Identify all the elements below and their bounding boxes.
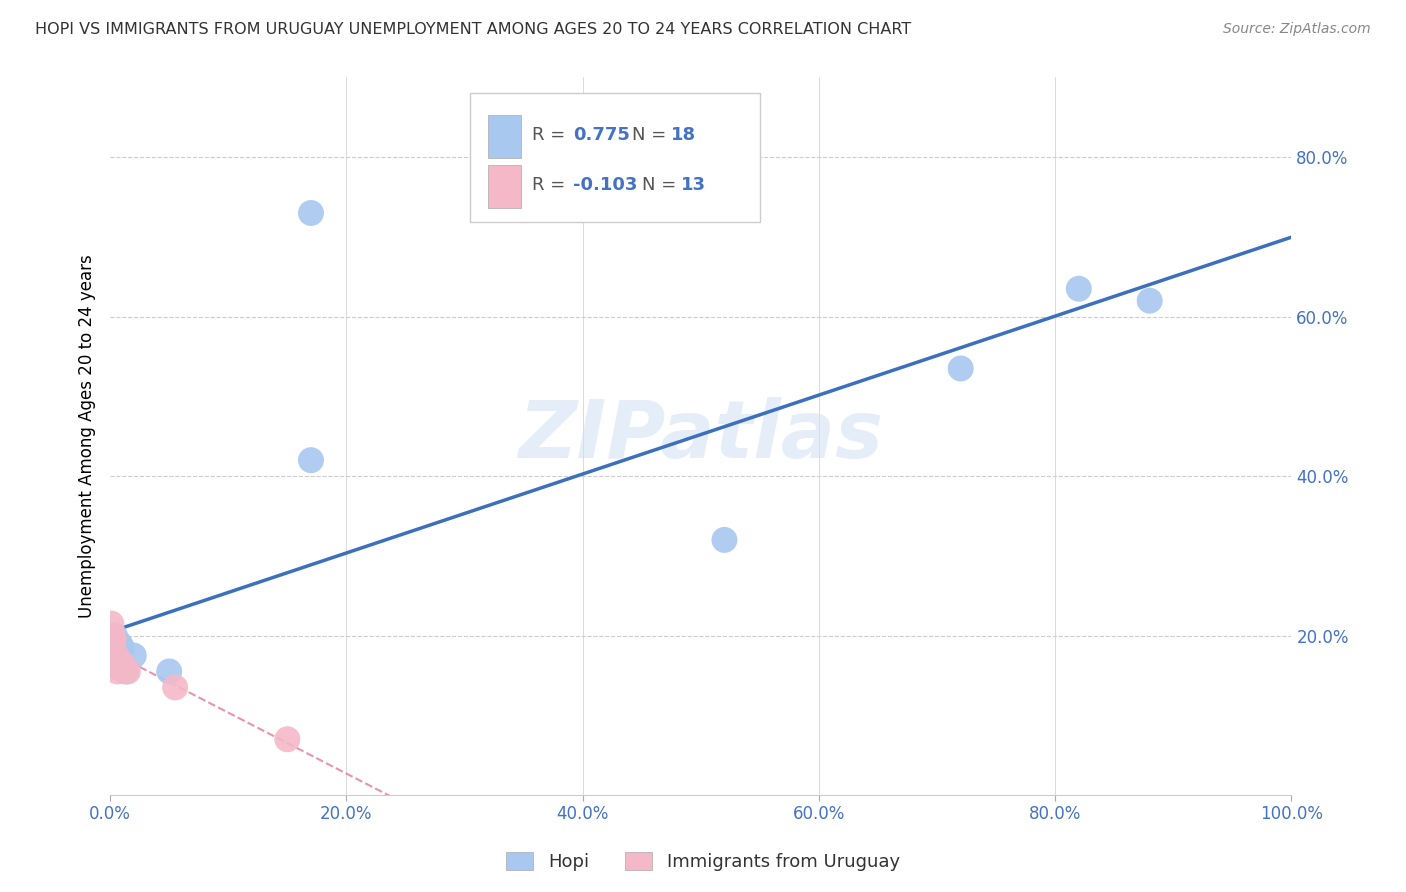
Point bbox=[101, 640, 124, 655]
Point bbox=[104, 648, 127, 663]
Text: 13: 13 bbox=[681, 176, 706, 194]
Point bbox=[111, 660, 134, 674]
Text: N =: N = bbox=[633, 126, 672, 144]
Point bbox=[105, 665, 128, 679]
Point bbox=[117, 665, 139, 679]
Point bbox=[107, 660, 129, 674]
Point bbox=[1067, 282, 1090, 296]
Point bbox=[114, 665, 136, 679]
FancyBboxPatch shape bbox=[488, 115, 522, 158]
Text: R =: R = bbox=[531, 126, 571, 144]
FancyBboxPatch shape bbox=[488, 165, 522, 208]
Point bbox=[165, 681, 187, 695]
Point bbox=[299, 206, 322, 220]
Point bbox=[107, 660, 129, 674]
Text: N =: N = bbox=[641, 176, 682, 194]
Text: 18: 18 bbox=[671, 126, 696, 144]
Point bbox=[108, 636, 131, 650]
Point bbox=[108, 657, 131, 671]
Point bbox=[299, 453, 322, 467]
Point bbox=[157, 665, 180, 679]
Text: HOPI VS IMMIGRANTS FROM URUGUAY UNEMPLOYMENT AMONG AGES 20 TO 24 YEARS CORRELATI: HOPI VS IMMIGRANTS FROM URUGUAY UNEMPLOY… bbox=[35, 22, 911, 37]
Point bbox=[105, 648, 128, 663]
Point bbox=[100, 616, 122, 631]
Point bbox=[111, 640, 134, 655]
Text: ZIPatlas: ZIPatlas bbox=[519, 397, 883, 475]
Point bbox=[112, 660, 135, 674]
Point bbox=[103, 632, 125, 647]
Text: 0.775: 0.775 bbox=[574, 126, 630, 144]
Text: Source: ZipAtlas.com: Source: ZipAtlas.com bbox=[1223, 22, 1371, 37]
Point bbox=[122, 648, 145, 663]
FancyBboxPatch shape bbox=[471, 94, 759, 222]
Text: R =: R = bbox=[531, 176, 571, 194]
Point bbox=[105, 648, 128, 663]
Point bbox=[105, 640, 128, 655]
Point bbox=[713, 533, 735, 547]
Point bbox=[104, 629, 127, 643]
Text: -0.103: -0.103 bbox=[574, 176, 637, 194]
Legend: Hopi, Immigrants from Uruguay: Hopi, Immigrants from Uruguay bbox=[499, 845, 907, 879]
Point bbox=[101, 629, 124, 643]
Point bbox=[276, 732, 298, 747]
Point bbox=[111, 657, 134, 671]
Y-axis label: Unemployment Among Ages 20 to 24 years: Unemployment Among Ages 20 to 24 years bbox=[79, 254, 96, 618]
Point bbox=[1139, 293, 1161, 308]
Point bbox=[949, 361, 972, 376]
Point bbox=[103, 636, 125, 650]
